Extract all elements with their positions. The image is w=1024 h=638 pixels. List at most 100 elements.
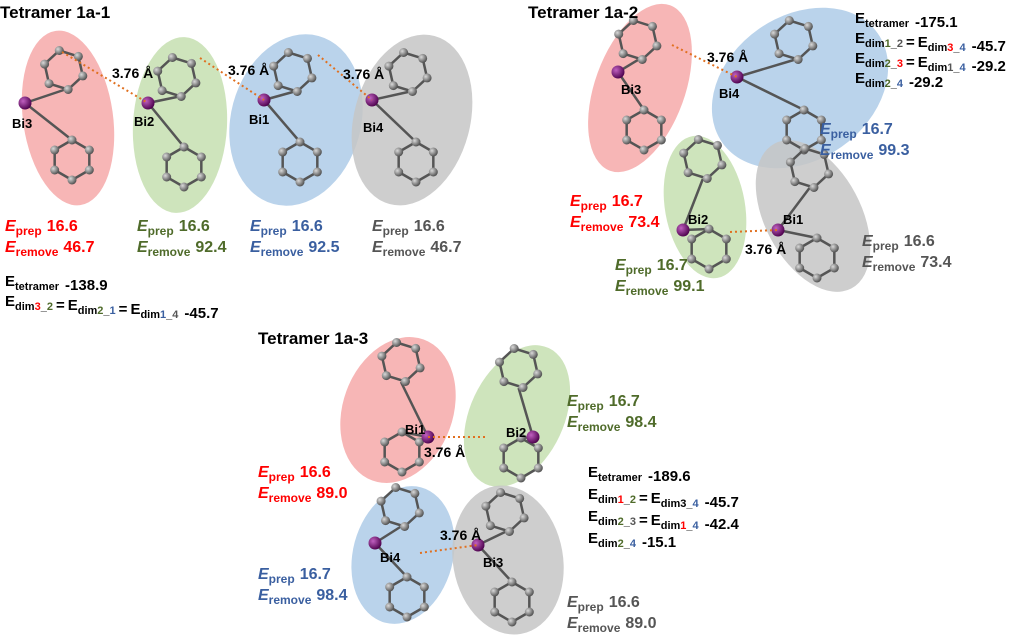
equals-sign: = — [906, 54, 915, 71]
energy-subscript: _ — [40, 301, 48, 313]
energy-subscript: dim — [78, 305, 98, 317]
carbon-atom — [721, 234, 731, 244]
energy-value: -189.6 — [648, 468, 691, 485]
carbon-atom — [507, 577, 517, 587]
carbon-atom — [196, 152, 206, 162]
energy-subscript: dim — [598, 494, 618, 506]
carbon-atom — [273, 81, 283, 91]
carbon-atom — [44, 79, 54, 89]
energy-value: -138.9 — [65, 277, 108, 294]
energy-label: Eprep 16.6 — [250, 218, 323, 238]
energy-symbol: E — [855, 10, 865, 27]
carbon-atom — [411, 177, 421, 187]
bond — [777, 187, 811, 231]
carbon-atom — [422, 73, 432, 83]
energy-subscript: _ — [623, 538, 631, 550]
carbon-atom — [829, 243, 839, 253]
energy-symbol: E — [137, 239, 149, 256]
bond — [399, 381, 430, 438]
carbon-atom — [504, 527, 514, 537]
panel-title: Tetramer 1a-1 — [0, 3, 110, 22]
monomer-region — [755, 140, 871, 292]
carbon-atom — [793, 55, 803, 65]
carbon-atom — [774, 49, 784, 59]
carbon-atom — [302, 53, 312, 63]
atom-label: Bi1 — [249, 112, 269, 127]
carbon-atom — [528, 349, 538, 359]
carbon-atom — [693, 134, 703, 144]
energy-value: 46.7 — [63, 239, 94, 256]
energy-symbol: E — [588, 508, 598, 525]
monomer-region — [132, 37, 228, 213]
energy-symbol: E — [250, 218, 262, 235]
bond — [517, 387, 535, 438]
energy-subscript: tetramer — [15, 281, 60, 293]
energy-subscript: _ — [623, 516, 631, 528]
energy-symbol: E — [918, 54, 928, 71]
carbon-atom — [639, 105, 649, 115]
energy-subscript: prep — [831, 127, 857, 141]
carbon-atom — [278, 167, 288, 177]
carbon-atom — [73, 51, 83, 61]
energy-value: -175.1 — [915, 14, 958, 31]
summary-line: Edim2_3 = Edim1_4 -42.4 — [588, 508, 740, 533]
carbon-atom — [312, 167, 322, 177]
carbon-atom — [84, 145, 94, 155]
carbon-atom — [795, 243, 805, 253]
carbon-atom — [397, 467, 407, 477]
carbon-atom — [499, 377, 509, 387]
energy-subscript: 2 — [618, 516, 624, 528]
energy-subscript: prep — [16, 224, 42, 238]
carbon-atom — [410, 488, 420, 498]
bond — [24, 102, 73, 141]
bond — [371, 99, 417, 143]
carbon-atom — [153, 66, 163, 76]
carbon-atom — [84, 165, 94, 175]
carbon-atom — [414, 457, 424, 467]
energy-value: 16.7 — [609, 393, 640, 410]
carbon-atom — [533, 443, 543, 453]
panel-title: Tetramer 1a-3 — [258, 329, 368, 348]
energy-value: 92.5 — [308, 239, 339, 256]
energy-subscript: remove — [383, 245, 426, 259]
energy-subscript: _ — [623, 494, 631, 506]
energy-subscript: 4 — [960, 62, 967, 74]
energy-symbol: E — [862, 254, 874, 271]
carbon-atom — [283, 47, 293, 57]
energy-subscript: 1 — [885, 38, 891, 50]
energy-subscript: dim — [15, 301, 35, 313]
carbon-atom — [67, 175, 77, 185]
carbon-atom — [167, 52, 177, 62]
energy-symbol: E — [372, 239, 384, 256]
atom-label: Bi4 — [363, 120, 384, 135]
carbon-atom — [704, 224, 714, 234]
carbon-atom — [702, 174, 712, 184]
energy-symbol: E — [68, 297, 78, 314]
energy-subscript: 2 — [630, 494, 636, 506]
carbon-atom — [812, 273, 822, 283]
bismuth-atom — [730, 70, 744, 84]
panel-title: Tetramer 1a-2 — [528, 3, 638, 22]
carbon-atom — [186, 58, 196, 68]
energy-subscript: dim — [865, 58, 885, 70]
carbon-atom — [800, 143, 810, 153]
monomer-region — [340, 337, 456, 483]
distance-label: 3.76 Å — [343, 66, 384, 82]
carbon-atom — [785, 157, 795, 167]
energy-symbol: E — [5, 239, 17, 256]
distance-label: 3.76 Å — [707, 49, 748, 65]
carbon-atom — [515, 493, 525, 503]
energy-value: 16.7 — [657, 257, 688, 274]
energy-subscript: 2 — [47, 301, 53, 313]
summary-line: Edim1_2 = Edim3_4 -45.7 — [588, 486, 739, 511]
molecule — [611, 15, 666, 155]
energy-subscript: remove — [269, 593, 312, 607]
carbon-atom — [411, 137, 421, 147]
carbon-atom — [162, 172, 172, 182]
energy-subscript: 1 — [160, 309, 166, 321]
carbon-atom — [639, 145, 649, 155]
energy-value: 16.7 — [300, 566, 331, 583]
energy-symbol: E — [5, 218, 17, 235]
energy-label: Eprep 16.7 — [258, 566, 331, 586]
